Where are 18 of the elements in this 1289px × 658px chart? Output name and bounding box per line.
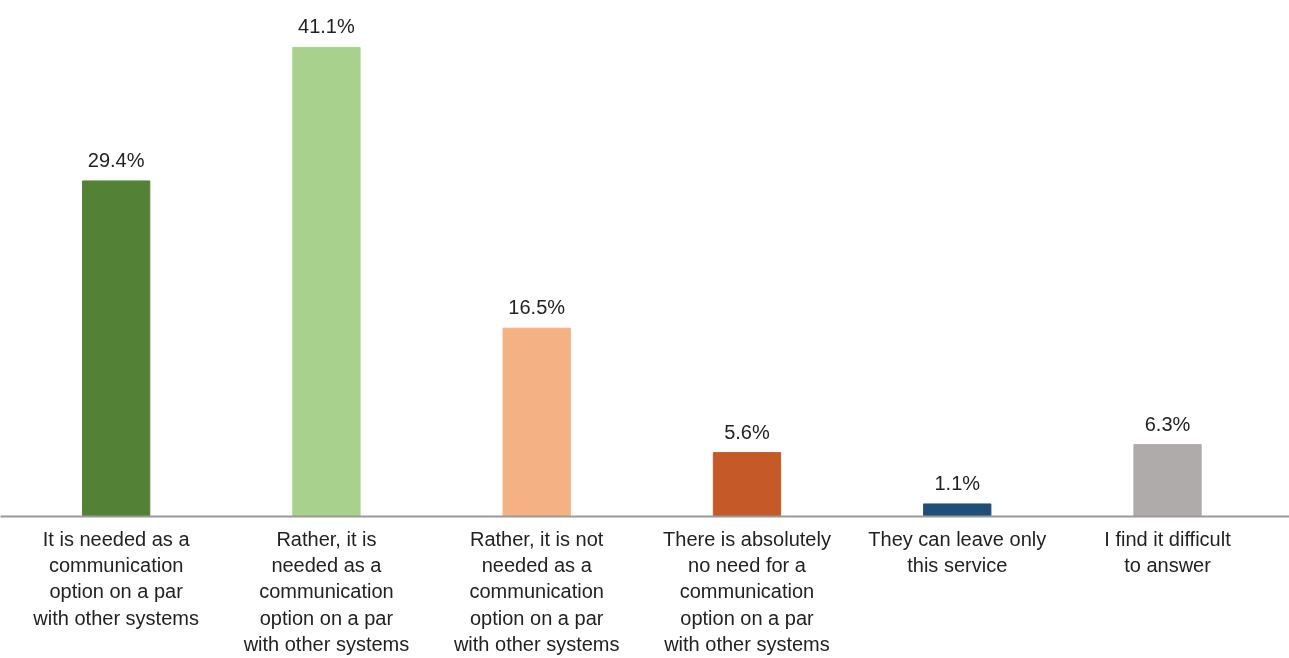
data-label: 5.6% [724,420,770,443]
data-label: 16.5% [508,296,566,319]
x-tick-label: There is absolutely no need for a communication option on a par with other systems [663,527,831,656]
x-tick-label: They can leave only this service [868,527,1047,576]
bar [712,452,782,517]
bar [923,503,992,517]
x-tick-label: Rather, it is not needed as a communication option on a par with other systems [452,527,620,656]
bar [292,46,361,517]
x-tick-label: It is needed as a communication option on a par with other systems [32,527,199,629]
data-label: 41.1% [298,15,355,38]
x-tick-label: Rather, it is needed as a communication option on a par with other systems [242,527,410,656]
bar [82,180,151,517]
bar [1133,444,1202,517]
x-tick-label: I find it difficult to answer [1104,527,1232,576]
data-label: 1.1% [934,471,981,494]
data-label: 29.4% [87,148,145,171]
data-label: 6.3% [1144,412,1191,435]
bar [502,327,571,517]
